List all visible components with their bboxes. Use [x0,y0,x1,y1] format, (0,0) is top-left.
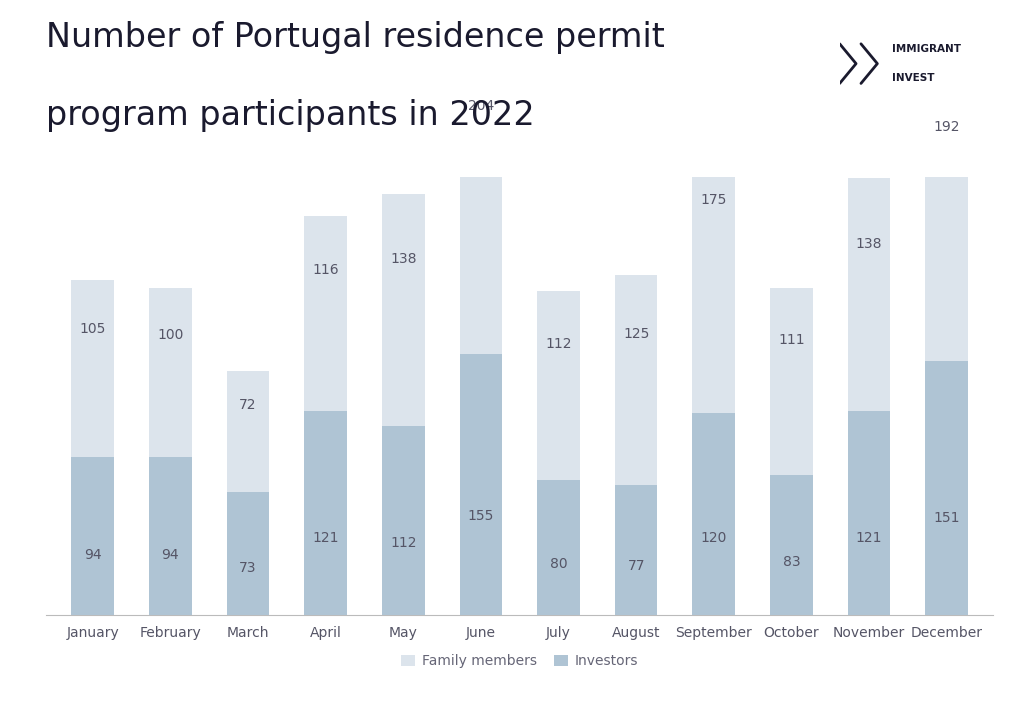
Text: program participants in 2022: program participants in 2022 [46,99,535,132]
Text: 94: 94 [84,548,101,562]
Text: 73: 73 [240,561,257,575]
Bar [538,480,580,615]
Bar [460,10,502,354]
Bar [692,118,735,413]
Bar [926,361,968,615]
Text: 121: 121 [856,530,883,544]
Bar [226,370,269,492]
Bar [304,216,347,411]
Text: Number of Portugal residence permit: Number of Portugal residence permit [46,21,665,54]
Bar [614,274,657,485]
Bar [848,178,891,411]
Bar [460,354,502,615]
Text: INVEST: INVEST [892,73,935,83]
Text: 94: 94 [162,548,179,562]
Bar [770,288,813,475]
Bar [148,457,191,615]
Text: 116: 116 [312,263,339,277]
Text: 112: 112 [390,537,417,550]
Text: IMMIGRANT: IMMIGRANT [892,45,962,54]
Text: 72: 72 [240,397,257,411]
Text: 175: 175 [700,193,727,207]
Text: 125: 125 [623,327,649,341]
Bar [382,194,425,426]
Text: 83: 83 [782,555,800,569]
Bar [770,475,813,615]
Text: 77: 77 [628,559,645,573]
Text: 105: 105 [80,322,105,336]
Text: 80: 80 [550,557,567,571]
Bar [926,37,968,361]
Legend: Family members, Investors: Family members, Investors [395,649,644,674]
Text: 138: 138 [390,252,417,266]
Text: 155: 155 [468,509,494,522]
Text: 120: 120 [700,531,727,545]
Bar [614,485,657,615]
Bar [382,426,425,615]
Text: 192: 192 [934,120,959,134]
Text: 112: 112 [545,337,571,351]
Bar [848,411,891,615]
Bar [72,279,114,457]
Bar [148,288,191,457]
Bar [538,291,580,480]
Text: 151: 151 [934,511,959,525]
Text: 204: 204 [468,99,494,113]
Text: 111: 111 [778,334,805,347]
Text: 121: 121 [312,530,339,544]
Bar [72,457,114,615]
Bar [304,411,347,615]
Bar [226,492,269,615]
Bar [692,413,735,615]
Text: 100: 100 [157,328,183,342]
Text: 138: 138 [856,237,883,250]
